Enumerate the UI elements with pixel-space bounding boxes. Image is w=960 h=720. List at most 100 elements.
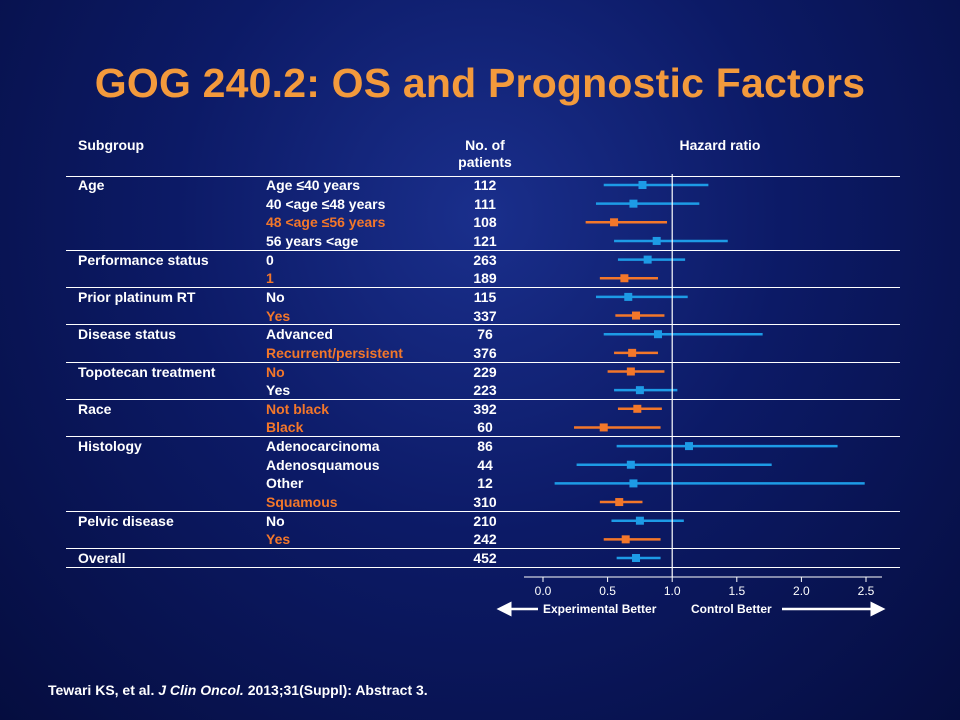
patient-count: 223 <box>473 382 497 399</box>
hr-point <box>610 218 619 227</box>
patient-count: 189 <box>473 270 497 287</box>
group-separator <box>66 324 900 326</box>
slide-title: GOG 240.2: OS and Prognostic Factors <box>94 60 866 106</box>
subgroup-name: Performance status <box>78 251 209 268</box>
subgroup-header: Subgroup <box>78 137 145 153</box>
hr-point <box>638 181 647 189</box>
patient-count: 112 <box>473 177 497 193</box>
patient-count: 121 <box>473 232 497 249</box>
patient-count: 337 <box>473 307 497 324</box>
group-separator <box>66 510 900 512</box>
patient-count: 210 <box>473 512 497 529</box>
citation: Tewari KS, et al. J Clin Oncol. 2013;31(… <box>48 682 428 698</box>
x-tick-label: 2.5 <box>858 584 875 598</box>
hr-point <box>628 348 637 357</box>
patient-count: 111 <box>474 195 496 212</box>
hr-point <box>635 516 644 525</box>
subgroup-level-label: Adenosquamous <box>266 456 380 473</box>
subgroup-level-label: 0 <box>266 251 274 268</box>
subgroup-level-label: Age ≤40 years <box>266 177 361 193</box>
subgroup-level-label: Other <box>266 475 304 492</box>
hr-point <box>624 292 633 301</box>
patient-count: 392 <box>473 400 497 417</box>
patients-header-line2: patients <box>458 154 512 170</box>
subgroup-name: Disease status <box>78 326 177 343</box>
x-tick-label: 1.5 <box>728 584 745 598</box>
hazard-ratio-header: Hazard ratio <box>679 137 761 153</box>
table-bottom-rule <box>66 567 900 568</box>
hr-point <box>629 199 638 208</box>
group-separator <box>66 398 900 400</box>
x-tick-label: 2.0 <box>793 584 810 598</box>
subgroup-level-label: No <box>266 288 285 305</box>
hr-point <box>626 367 635 376</box>
x-tick-label: 0.0 <box>535 584 552 598</box>
subgroup-level-label: Adenocarcinoma <box>266 438 380 455</box>
subgroup-level-label: 40 <age ≤48 years <box>266 195 386 212</box>
subgroup-level-label: 48 <age ≤56 years <box>266 214 386 231</box>
hr-point <box>632 554 641 562</box>
subgroup-level-label: No <box>266 363 285 380</box>
subgroup-name: Age <box>78 177 105 193</box>
hr-point <box>620 274 629 283</box>
x-tick-label: 1.0 <box>664 584 681 598</box>
patient-count: 229 <box>473 363 497 380</box>
patient-count: 263 <box>473 251 497 268</box>
hr-point <box>615 498 624 507</box>
subgroup-level-label: Yes <box>266 307 291 324</box>
hr-point <box>684 442 693 451</box>
patients-header: No. of patients <box>440 137 530 171</box>
hr-point <box>653 330 662 339</box>
subgroup-level-label: Not black <box>266 400 330 417</box>
group-separator <box>66 548 900 550</box>
patient-count: 76 <box>477 326 493 343</box>
subgroup-level-label: Squamous <box>266 494 338 511</box>
patient-count: 86 <box>477 438 493 455</box>
hr-point <box>621 535 630 544</box>
subgroup-name: Overall <box>78 550 126 566</box>
hr-point <box>643 255 652 264</box>
subgroup-level-label: Recurrent/persistent <box>266 344 403 361</box>
patient-count: 242 <box>473 531 497 548</box>
subgroup-level-label: Yes <box>266 531 291 548</box>
table-top-rule <box>66 176 900 177</box>
group-separator <box>66 287 900 289</box>
hr-point <box>626 460 635 469</box>
group-separator <box>66 436 900 438</box>
citation-journal: J Clin Oncol. <box>158 682 244 698</box>
hr-point <box>599 423 608 432</box>
subgroup-name: Histology <box>78 438 142 455</box>
patient-count: 12 <box>477 475 493 492</box>
patient-count: 44 <box>477 456 493 473</box>
patient-count: 376 <box>473 344 497 361</box>
subgroup-name: Pelvic disease <box>78 512 174 529</box>
patients-header-line1: No. of <box>465 137 505 153</box>
x-tick-label: 0.5 <box>599 584 616 598</box>
subgroup-level-label: Yes <box>266 382 291 399</box>
hr-point <box>652 236 661 245</box>
group-separator <box>66 249 900 251</box>
subgroup-name: Race <box>78 400 112 417</box>
patient-count: 60 <box>477 419 493 436</box>
hr-point <box>629 479 638 488</box>
hr-point <box>635 386 644 395</box>
subgroup-level-label: 1 <box>266 270 274 287</box>
patient-count: 452 <box>473 550 497 566</box>
hr-point <box>632 311 641 320</box>
hr-point <box>633 404 642 413</box>
patient-count: 108 <box>473 214 497 231</box>
arrow-right-label: Control Better <box>691 602 772 616</box>
citation-authors: Tewari KS, et al. <box>48 682 155 698</box>
group-separator <box>66 361 900 363</box>
patient-count: 115 <box>473 288 497 305</box>
subgroup-level-label: Advanced <box>266 326 333 343</box>
subgroup-name: Topotecan treatment <box>78 363 216 380</box>
subgroup-name: Prior platinum RT <box>78 288 196 305</box>
patient-count: 310 <box>473 494 497 511</box>
arrow-left-label: Experimental Better <box>543 602 657 616</box>
citation-details: 2013;31(Suppl): Abstract 3. <box>247 682 428 698</box>
subgroup-level-label: Black <box>266 419 304 436</box>
subgroup-level-label: No <box>266 512 285 529</box>
subgroup-level-label: 56 years <age <box>266 232 359 249</box>
